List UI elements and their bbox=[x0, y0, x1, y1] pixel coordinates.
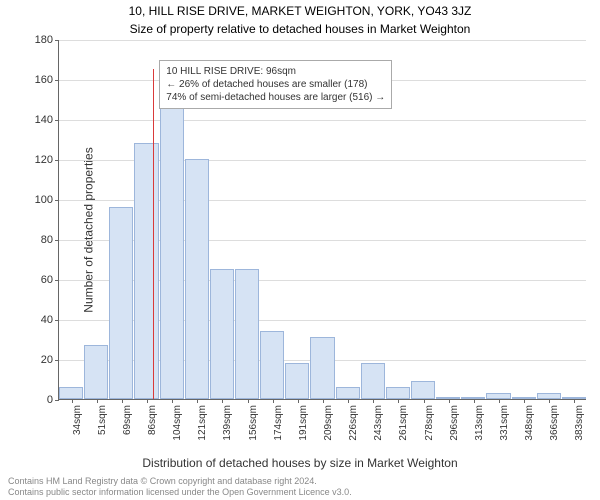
ytick-label: 40 bbox=[23, 314, 53, 326]
histogram-bar bbox=[361, 363, 385, 399]
xtick-label: 191sqm bbox=[298, 405, 309, 441]
histogram-bar bbox=[411, 381, 435, 399]
histogram-bar bbox=[210, 269, 234, 399]
histogram-bar bbox=[185, 159, 209, 399]
xtick-label: 296sqm bbox=[449, 405, 460, 441]
x-axis-label: Distribution of detached houses by size … bbox=[0, 456, 600, 470]
chart-title-line2: Size of property relative to detached ho… bbox=[0, 22, 600, 36]
histogram-bar bbox=[109, 207, 133, 399]
xtick-mark bbox=[72, 399, 73, 403]
xtick-label: 348sqm bbox=[524, 405, 535, 441]
xtick-mark bbox=[373, 399, 374, 403]
xtick-label: 86sqm bbox=[147, 405, 158, 435]
ytick-mark bbox=[55, 280, 59, 281]
footer-line2: Contains public sector information licen… bbox=[8, 487, 352, 498]
ytick-mark bbox=[55, 160, 59, 161]
xtick-mark bbox=[172, 399, 173, 403]
ytick-mark bbox=[55, 200, 59, 201]
xtick-label: 383sqm bbox=[574, 405, 585, 441]
annotation-line2: ← 26% of detached houses are smaller (17… bbox=[166, 78, 385, 91]
xtick-label: 366sqm bbox=[549, 405, 560, 441]
gridline bbox=[59, 120, 586, 121]
ytick-mark bbox=[55, 80, 59, 81]
ytick-label: 140 bbox=[23, 114, 53, 126]
histogram-bar bbox=[134, 143, 158, 399]
xtick-label: 69sqm bbox=[122, 405, 133, 435]
ytick-label: 120 bbox=[23, 154, 53, 166]
xtick-label: 156sqm bbox=[248, 405, 259, 441]
xtick-mark bbox=[147, 399, 148, 403]
histogram-bar bbox=[160, 83, 184, 399]
ytick-label: 0 bbox=[23, 394, 53, 406]
xtick-mark bbox=[122, 399, 123, 403]
xtick-mark bbox=[97, 399, 98, 403]
annotation-box: 10 HILL RISE DRIVE: 96sqm← 26% of detach… bbox=[159, 60, 392, 109]
xtick-mark bbox=[248, 399, 249, 403]
ytick-mark bbox=[55, 240, 59, 241]
ytick-mark bbox=[55, 120, 59, 121]
histogram-bar bbox=[84, 345, 108, 399]
histogram-bar bbox=[285, 363, 309, 399]
ytick-mark bbox=[55, 320, 59, 321]
xtick-mark bbox=[348, 399, 349, 403]
xtick-label: 243sqm bbox=[373, 405, 384, 441]
xtick-label: 121sqm bbox=[197, 405, 208, 441]
ytick-label: 80 bbox=[23, 234, 53, 246]
xtick-label: 139sqm bbox=[222, 405, 233, 441]
xtick-mark bbox=[524, 399, 525, 403]
histogram-bar bbox=[336, 387, 360, 399]
footer-line1: Contains HM Land Registry data © Crown c… bbox=[8, 476, 352, 487]
xtick-label: 174sqm bbox=[273, 405, 284, 441]
chart-title-line1: 10, HILL RISE DRIVE, MARKET WEIGHTON, YO… bbox=[0, 4, 600, 18]
ytick-label: 100 bbox=[23, 194, 53, 206]
xtick-mark bbox=[298, 399, 299, 403]
property-marker-line bbox=[153, 69, 154, 399]
ytick-label: 60 bbox=[23, 274, 53, 286]
xtick-mark bbox=[273, 399, 274, 403]
histogram-bar bbox=[235, 269, 259, 399]
histogram-bar bbox=[386, 387, 410, 399]
xtick-mark bbox=[222, 399, 223, 403]
xtick-label: 34sqm bbox=[72, 405, 83, 435]
histogram-bar bbox=[310, 337, 334, 399]
gridline bbox=[59, 40, 586, 41]
plot-area: 02040608010012014016018034sqm51sqm69sqm8… bbox=[58, 40, 586, 400]
xtick-label: 209sqm bbox=[323, 405, 334, 441]
ytick-mark bbox=[55, 360, 59, 361]
ytick-mark bbox=[55, 40, 59, 41]
xtick-label: 104sqm bbox=[172, 405, 183, 441]
annotation-line3: 74% of semi-detached houses are larger (… bbox=[166, 91, 385, 104]
xtick-label: 51sqm bbox=[97, 405, 108, 435]
annotation-line1: 10 HILL RISE DRIVE: 96sqm bbox=[166, 65, 385, 78]
xtick-mark bbox=[424, 399, 425, 403]
xtick-mark bbox=[574, 399, 575, 403]
histogram-bar bbox=[59, 387, 83, 399]
xtick-mark bbox=[549, 399, 550, 403]
ytick-label: 180 bbox=[23, 34, 53, 46]
xtick-mark bbox=[398, 399, 399, 403]
xtick-label: 331sqm bbox=[499, 405, 510, 441]
xtick-mark bbox=[323, 399, 324, 403]
xtick-mark bbox=[499, 399, 500, 403]
xtick-label: 261sqm bbox=[398, 405, 409, 441]
chart-container: 10, HILL RISE DRIVE, MARKET WEIGHTON, YO… bbox=[0, 0, 600, 500]
footer-attribution: Contains HM Land Registry data © Crown c… bbox=[8, 476, 352, 498]
xtick-mark bbox=[197, 399, 198, 403]
xtick-label: 313sqm bbox=[474, 405, 485, 441]
xtick-mark bbox=[449, 399, 450, 403]
ytick-mark bbox=[55, 400, 59, 401]
xtick-label: 278sqm bbox=[424, 405, 435, 441]
histogram-bar bbox=[260, 331, 284, 399]
xtick-label: 226sqm bbox=[348, 405, 359, 441]
xtick-mark bbox=[474, 399, 475, 403]
ytick-label: 20 bbox=[23, 354, 53, 366]
ytick-label: 160 bbox=[23, 74, 53, 86]
